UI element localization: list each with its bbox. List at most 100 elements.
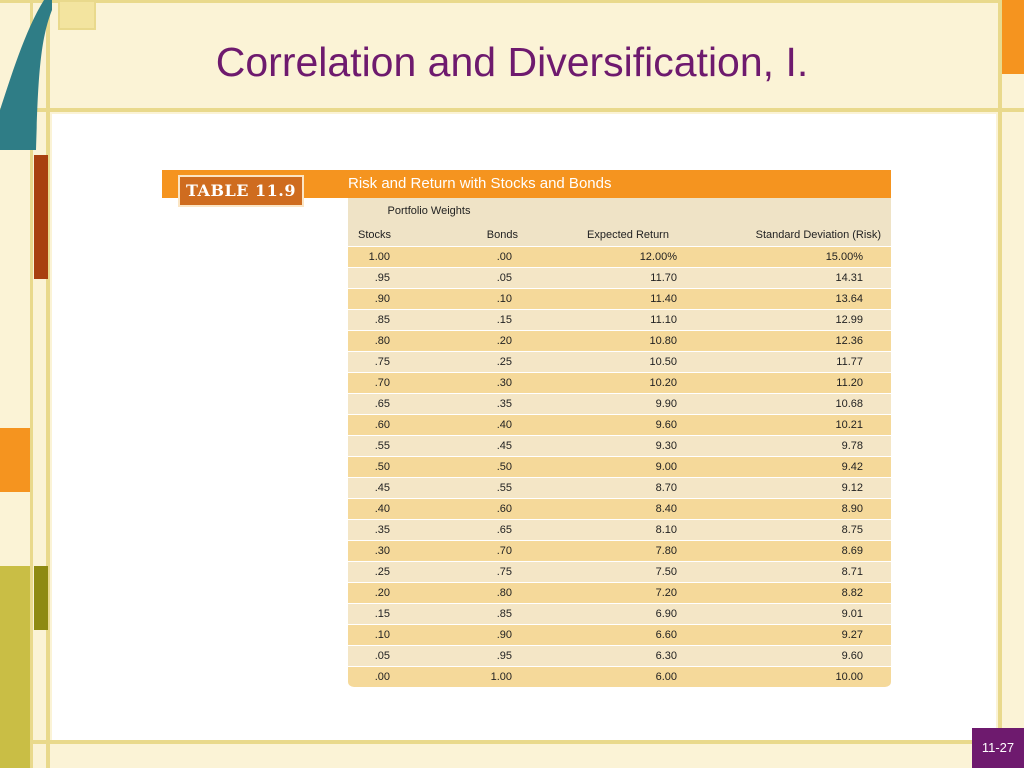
cell-stocks: .65: [374, 398, 390, 410]
cell-bonds: .40: [496, 419, 512, 431]
table-tag: TABLE 11.9: [180, 177, 302, 205]
cell-expected-return: 6.30: [655, 650, 677, 662]
cell-expected-return: 8.10: [655, 524, 677, 536]
cell-bonds: .90: [496, 629, 512, 641]
cell-stocks: .50: [374, 461, 390, 473]
cell-bonds: .15: [496, 314, 512, 326]
cell-std-dev: 12.36: [835, 335, 863, 347]
cell-bonds: .70: [496, 545, 512, 557]
cell-bonds: .45: [496, 440, 512, 452]
cell-std-dev: 11.20: [836, 377, 863, 389]
cell-expected-return: 11.10: [650, 314, 677, 326]
slide-title: Correlation and Diversification, I.: [215, 39, 809, 85]
cell-expected-return: 12.00%: [639, 251, 677, 263]
cell-bonds: .35: [496, 398, 512, 410]
cell-bonds: .25: [496, 356, 512, 368]
cell-stocks: .25: [374, 566, 390, 578]
table-row: .75 .25 10.50 11.77: [348, 352, 891, 373]
table-row: .90 .10 11.40 13.64: [348, 289, 891, 310]
column-header-bonds: Bonds: [486, 229, 518, 241]
cell-std-dev: 10.68: [835, 398, 863, 410]
cell-expected-return: 6.00: [655, 671, 677, 683]
cell-expected-return: 6.60: [655, 629, 677, 641]
table-row: .40 .60 8.40 8.90: [348, 499, 891, 520]
cell-std-dev: 8.69: [841, 545, 863, 557]
cell-stocks: .80: [374, 335, 390, 347]
cell-std-dev: 8.90: [841, 503, 863, 515]
cell-expected-return: 11.40: [650, 293, 677, 305]
frame-line-title-bottom: [0, 108, 1024, 112]
decor-square-top: [58, 0, 96, 30]
cell-bonds: .95: [496, 650, 512, 662]
table-row: .35 .65 8.10 8.75: [348, 520, 891, 541]
cell-std-dev: 9.78: [841, 440, 863, 452]
cell-expected-return: 8.70: [655, 482, 677, 494]
cell-std-dev: 9.27: [841, 629, 863, 641]
decor-orange-block-right: [1002, 0, 1024, 74]
cell-stocks: .15: [374, 608, 390, 620]
cell-expected-return: 7.80: [655, 545, 677, 557]
cell-std-dev: 15.00%: [825, 251, 863, 263]
table-row: .20 .80 7.20 8.82: [348, 583, 891, 604]
table-row: .65 .35 9.90 10.68: [348, 394, 891, 415]
cell-stocks: .20: [374, 587, 390, 599]
data-table: Portfolio Weights Stocks Bonds Expected …: [348, 198, 891, 688]
page-number: 11-27: [972, 728, 1024, 768]
table-column-header-row: Stocks Bonds Expected Return Standard De…: [348, 224, 891, 247]
frame-line-footer: [0, 740, 1024, 744]
column-header-stocks: Stocks: [358, 229, 392, 241]
cell-bonds: .00: [496, 251, 512, 263]
cell-std-dev: 9.42: [841, 461, 863, 473]
cell-stocks: .00: [374, 671, 390, 683]
cell-bonds: 1.00: [490, 671, 512, 683]
cell-std-dev: 9.60: [841, 650, 863, 662]
table-group-header-row: Portfolio Weights: [348, 198, 891, 224]
table-row: .00 1.00 6.00 10.00: [348, 667, 891, 688]
cell-stocks: .30: [374, 545, 390, 557]
cell-expected-return: 10.20: [649, 377, 677, 389]
table-row: .50 .50 9.00 9.42: [348, 457, 891, 478]
cell-bonds: .65: [496, 524, 512, 536]
table-row: .85 .15 11.10 12.99: [348, 310, 891, 331]
cell-bonds: .10: [496, 293, 512, 305]
cell-std-dev: 13.64: [835, 293, 863, 305]
cell-std-dev: 8.82: [841, 587, 863, 599]
table-row: 1.00 .00 12.00% 15.00%: [348, 247, 891, 268]
decor-teal-curve: [0, 0, 52, 150]
cell-expected-return: 9.00: [655, 461, 677, 473]
cell-stocks: 1.00: [368, 251, 390, 263]
decor-olive-bar: [34, 566, 48, 630]
cell-expected-return: 9.90: [655, 398, 677, 410]
column-header-expected-return: Expected Return: [587, 229, 669, 241]
table-row: .55 .45 9.30 9.78: [348, 436, 891, 457]
cell-expected-return: 9.60: [655, 419, 677, 431]
table-row: .60 .40 9.60 10.21: [348, 415, 891, 436]
cell-stocks: .40: [374, 503, 390, 515]
table-row: .15 .85 6.90 9.01: [348, 604, 891, 625]
frame-line-top: [0, 0, 1024, 3]
cell-stocks: .35: [374, 524, 390, 536]
cell-bonds: .30: [496, 377, 512, 389]
cell-std-dev: 8.75: [841, 524, 863, 536]
decor-olive-block: [0, 566, 30, 768]
cell-bonds: .05: [496, 272, 512, 284]
cell-std-dev: 9.01: [841, 608, 863, 620]
frame-line-right: [998, 0, 1002, 768]
table-row: .95 .05 11.70 14.31: [348, 268, 891, 289]
cell-std-dev: 10.00: [835, 671, 863, 683]
portfolio-weights-header: Portfolio Weights: [348, 198, 510, 224]
table-row: .70 .30 10.20 11.20: [348, 373, 891, 394]
cell-std-dev: 10.21: [835, 419, 863, 431]
cell-bonds: .75: [496, 566, 512, 578]
cell-std-dev: 8.71: [841, 566, 863, 578]
cell-bonds: .60: [496, 503, 512, 515]
cell-std-dev: 14.31: [835, 272, 863, 284]
cell-bonds: .85: [496, 608, 512, 620]
decor-orange-block-left: [0, 428, 30, 492]
frame-line-left: [46, 0, 50, 768]
cell-stocks: .60: [374, 419, 390, 431]
cell-std-dev: 12.99: [835, 314, 863, 326]
cell-stocks: .75: [374, 356, 390, 368]
cell-expected-return: 6.90: [655, 608, 677, 620]
cell-expected-return: 7.20: [655, 587, 677, 599]
